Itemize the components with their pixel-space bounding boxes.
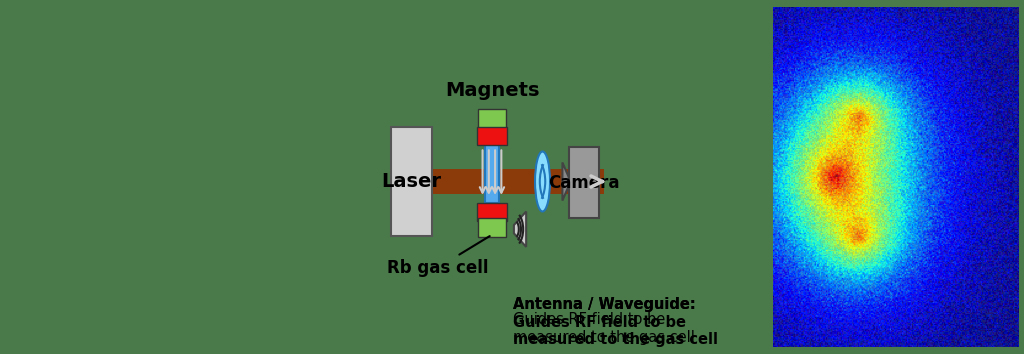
- Text: Laser: Laser: [382, 172, 441, 191]
- Polygon shape: [550, 169, 562, 184]
- Text: Antenna / Waveguide:
Guides RF field to be
measured to the gas cell: Antenna / Waveguide: Guides RF field to …: [513, 297, 718, 347]
- Polygon shape: [562, 162, 570, 201]
- FancyBboxPatch shape: [478, 218, 506, 238]
- FancyBboxPatch shape: [477, 203, 507, 221]
- FancyBboxPatch shape: [477, 127, 507, 145]
- FancyBboxPatch shape: [429, 169, 604, 194]
- Text: Antenna / Waveguide:: Antenna / Waveguide:: [513, 297, 695, 312]
- FancyBboxPatch shape: [391, 127, 432, 236]
- Polygon shape: [514, 211, 526, 247]
- FancyBboxPatch shape: [485, 145, 499, 203]
- FancyBboxPatch shape: [478, 109, 506, 129]
- Text: Magnets: Magnets: [444, 81, 540, 100]
- Text: Camera: Camera: [549, 174, 620, 192]
- Text: Rb gas cell: Rb gas cell: [387, 236, 489, 277]
- FancyBboxPatch shape: [569, 147, 599, 218]
- Text: Guides RF field to be
measured to the gas cell: Guides RF field to be measured to the ga…: [513, 312, 694, 345]
- Ellipse shape: [535, 152, 550, 211]
